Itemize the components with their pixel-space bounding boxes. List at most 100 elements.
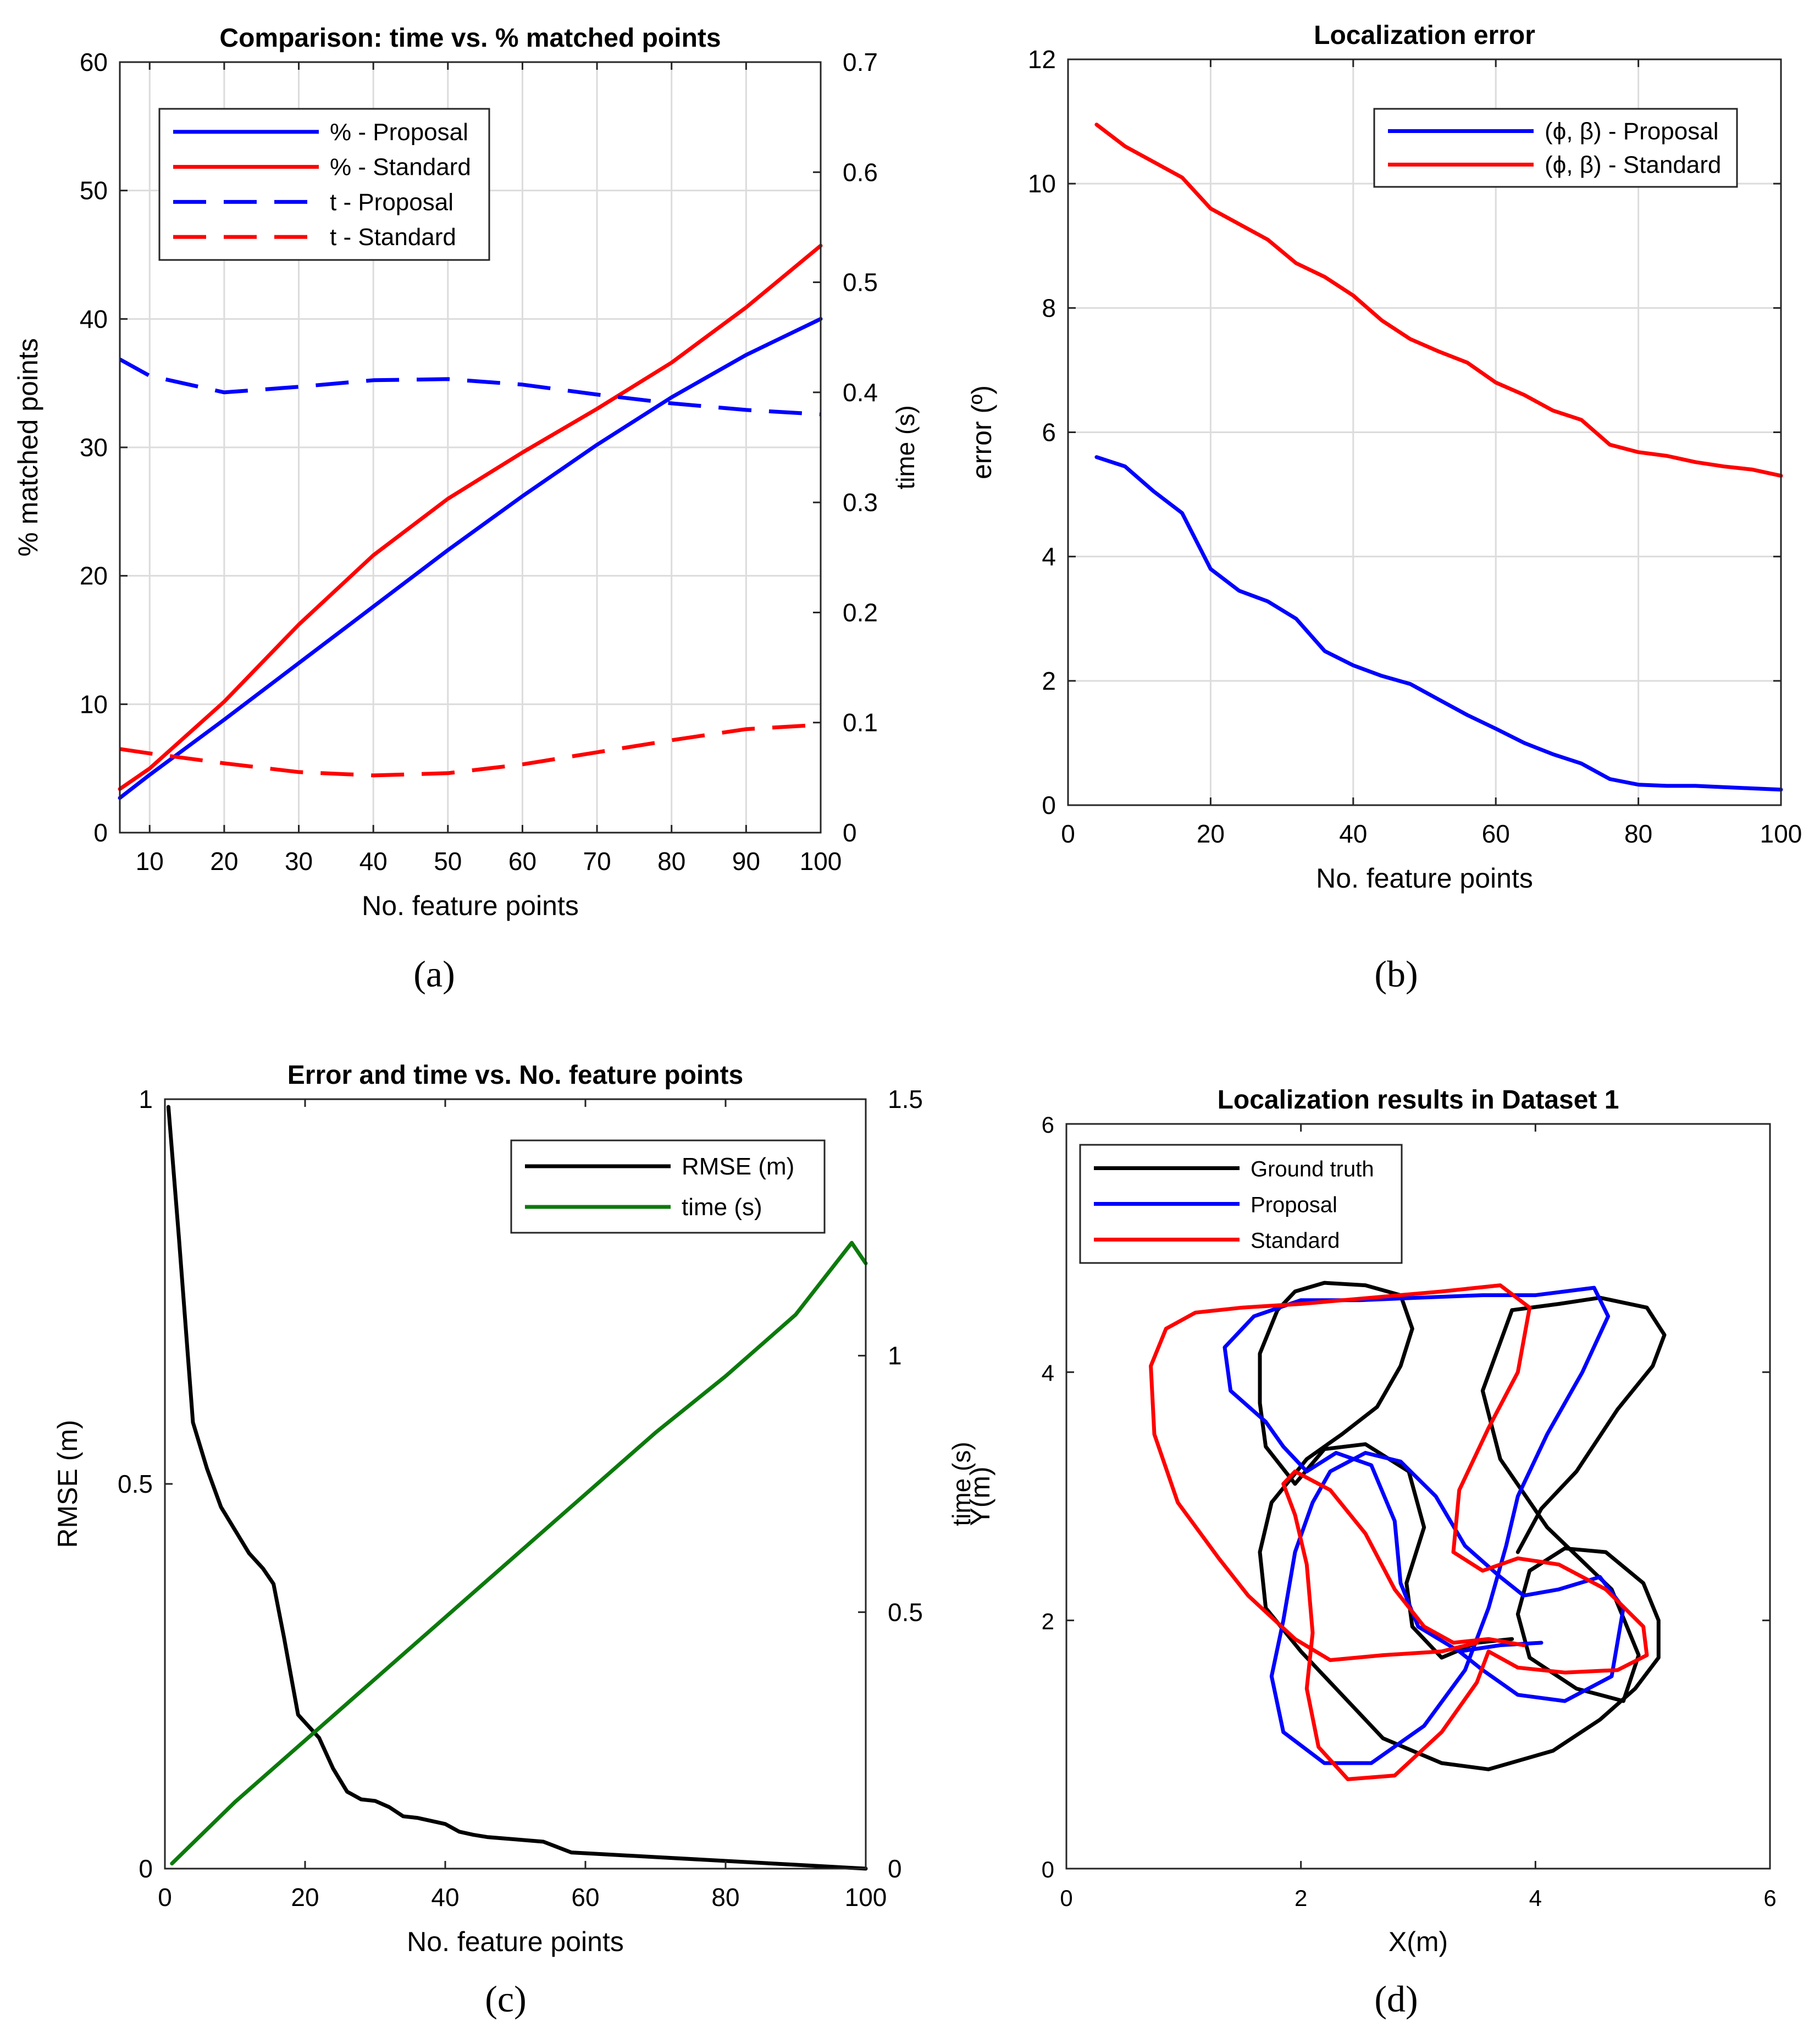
y2-tick-label: 0.5 (843, 268, 878, 297)
y2-tick-label: 1.5 (888, 1085, 923, 1113)
y-tick-label: 12 (1028, 45, 1056, 74)
y2-tick-label: 0 (888, 1854, 902, 1883)
x-tick-label: 70 (583, 847, 611, 876)
y-axis-label: RMSE (m) (52, 1420, 83, 1548)
y2-tick-label: 0.7 (843, 48, 878, 76)
legend-label: % - Proposal (330, 119, 468, 146)
legend: Ground truth Proposal Standard (1079, 1144, 1403, 1264)
panel-label-a: (a) (413, 953, 455, 995)
x-tick-label: 100 (800, 847, 842, 876)
legend: % - Proposal % - Standard t - Proposal t - … (158, 108, 490, 261)
y-tick-label: 6 (1042, 418, 1056, 447)
x-tick-label: 80 (657, 847, 685, 876)
x-tick-label: 4 (1529, 1885, 1542, 1911)
y-tick-label: 60 (80, 48, 108, 76)
y2-tick-label: 0.3 (843, 488, 878, 517)
x-tick-label: 20 (210, 847, 238, 876)
x-tick-label: 50 (434, 847, 462, 876)
legend-label: Standard (1251, 1229, 1340, 1253)
y2-tick-label: 0 (843, 818, 857, 847)
y-tick-label: 40 (80, 304, 108, 333)
y-tick-label: 0 (139, 1854, 153, 1883)
x-axis-label: No. feature points (362, 890, 579, 921)
legend-box (158, 108, 490, 261)
legend-label: (ϕ, β) - Standard (1545, 152, 1721, 179)
x-tick-label: 40 (1339, 819, 1367, 848)
series-line-d-1 (1222, 1286, 1625, 1765)
y2-tick-label: 0.4 (843, 378, 878, 407)
series-line-b-0 (1094, 455, 1783, 792)
y-tick-label: 2 (1042, 667, 1056, 695)
y-tick-label: 50 (80, 176, 108, 205)
series-line-c-1 (170, 1240, 868, 1866)
legend-label: time (s) (682, 1194, 762, 1221)
series-line-d-2 (1149, 1283, 1649, 1781)
legend-box (1373, 108, 1738, 188)
panel-label-b: (b) (1374, 953, 1418, 995)
series-line-a-2 (119, 357, 821, 417)
x-tick-label: 80 (1624, 819, 1652, 848)
x-tick-label: 60 (508, 847, 536, 876)
series-line-c-0 (166, 1105, 868, 1871)
legend-label: t - Proposal (330, 189, 453, 215)
y-axis-label: Y(m) (965, 1466, 995, 1526)
y2-tick-label: 1 (888, 1342, 902, 1370)
y-tick-label: 4 (1042, 1360, 1054, 1386)
x-tick-label: 60 (571, 1883, 599, 1911)
y-tick-label: 10 (80, 690, 108, 718)
series-line-a-0 (118, 317, 823, 800)
x-axis-label: No. feature points (1316, 863, 1533, 894)
y-tick-label: 30 (80, 433, 108, 462)
legend-label: t - Standard (330, 224, 456, 251)
y-tick-label: 8 (1042, 293, 1056, 322)
legend-label: (ϕ, β) - Proposal (1545, 118, 1718, 145)
y-axis-label: error (º) (966, 385, 997, 479)
x-tick-label: 0 (1060, 1885, 1072, 1911)
legend: (ϕ, β) - Proposal (ϕ, β) - Standard (1373, 108, 1738, 188)
series-line-d-0 (1258, 1281, 1661, 1771)
y2-tick-label: 0.1 (843, 708, 878, 737)
y-tick-label: 4 (1042, 542, 1056, 571)
x-tick-label: 100 (845, 1883, 887, 1911)
legend-box (510, 1139, 826, 1234)
x-tick-label: 60 (1482, 819, 1510, 848)
x-tick-label: 40 (431, 1883, 459, 1911)
x-tick-label: 2 (1295, 1885, 1307, 1911)
legend-label: Ground truth (1251, 1157, 1374, 1182)
legend-label: % - Standard (330, 154, 471, 181)
series-line-b-1 (1094, 123, 1783, 478)
x-axis-label: No. feature points (407, 1926, 624, 1957)
x-tick-label: 90 (732, 847, 760, 876)
x-tick-label: 20 (291, 1883, 319, 1911)
plot-frame (1065, 1123, 1771, 1870)
y2-axis-label: time (s) (891, 405, 920, 489)
x-tick-label: 10 (136, 847, 164, 876)
y2-tick-label: 0.6 (843, 158, 878, 186)
x-axis-label: X(m) (1388, 1926, 1448, 1957)
y-tick-label: 0.5 (118, 1470, 153, 1498)
y-tick-label: 0 (1042, 1857, 1054, 1882)
y2-tick-label: 0.2 (843, 598, 878, 627)
y-tick-label: 0 (1042, 791, 1056, 819)
panel-label-c: (c) (485, 1978, 526, 2020)
chart-b: 0 20 40 60 80 100 0 2 4 6 8 10 12 Localization error N… (966, 21, 1802, 894)
panel-label-d: (d) (1374, 1978, 1418, 2020)
legend: RMSE (m) time (s) (510, 1139, 826, 1234)
legend-label: Proposal (1251, 1193, 1337, 1217)
x-tick-label: 0 (158, 1883, 172, 1911)
chart-d: 0 2 4 6 0 2 4 6 Localization results in Dataset … (965, 1085, 1777, 1957)
chart-title: Localization error (1314, 21, 1535, 50)
y-tick-label: 1 (139, 1085, 153, 1113)
x-tick-label: 40 (359, 847, 388, 876)
chart-title: Comparison: time vs. % matched points (219, 24, 721, 53)
y2-tick-label: 0.5 (888, 1598, 923, 1626)
x-tick-label: 6 (1763, 1885, 1776, 1911)
y-tick-label: 10 (1028, 169, 1056, 198)
x-tick-label: 20 (1197, 819, 1225, 848)
chart-title: Error and time vs. No. feature points (287, 1061, 744, 1090)
y-tick-label: 2 (1042, 1608, 1054, 1634)
series-line-a-1 (118, 243, 823, 791)
y-tick-label: 6 (1042, 1112, 1054, 1138)
legend-label: RMSE (m) (682, 1153, 794, 1180)
